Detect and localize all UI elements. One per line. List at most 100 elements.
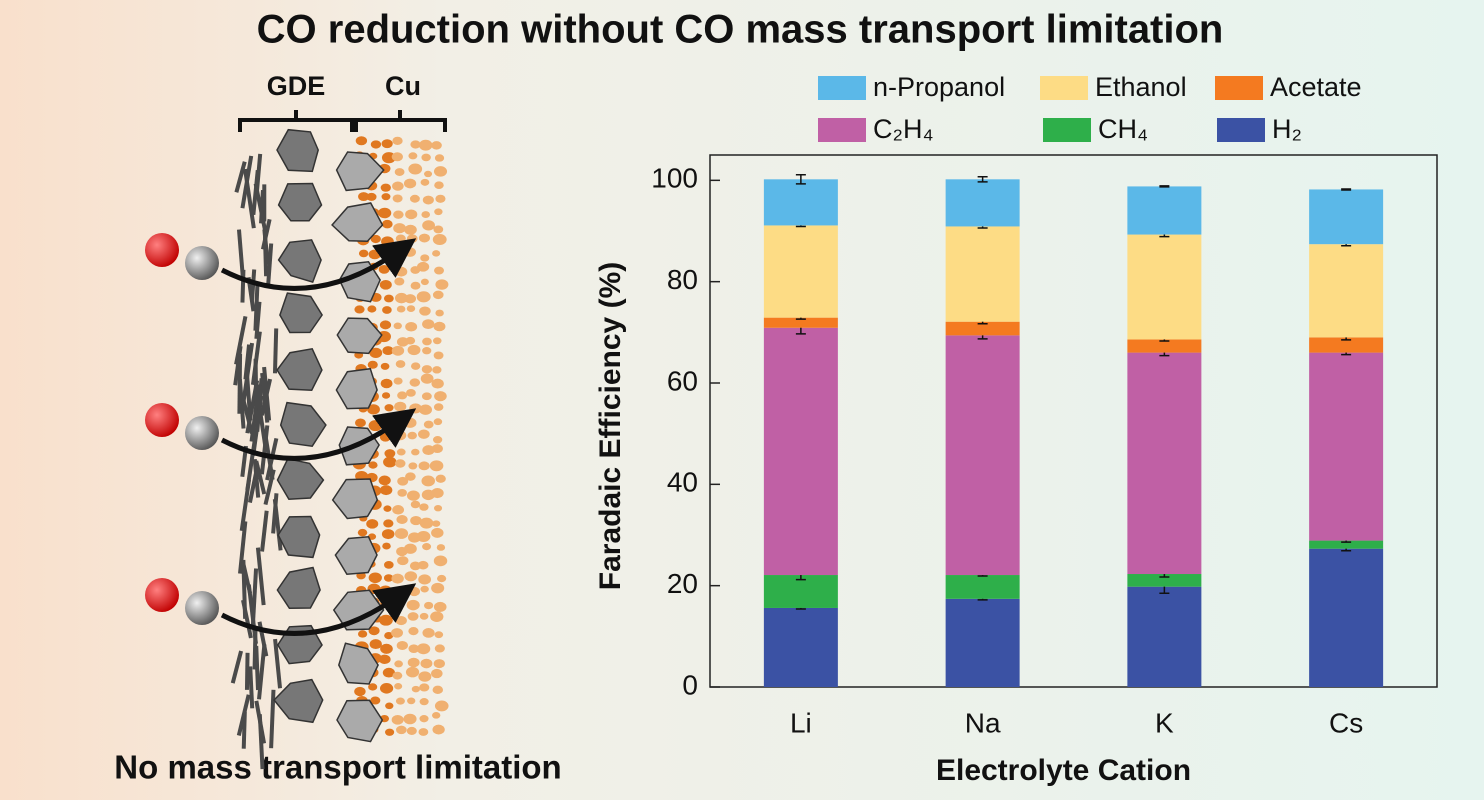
gde-particle (336, 699, 384, 743)
cu-particle (416, 643, 431, 655)
cu-particle (379, 683, 394, 694)
cu-particle (381, 529, 395, 540)
cu-particle (378, 585, 393, 597)
fiber (272, 328, 279, 374)
cu-particle (419, 683, 430, 692)
cu-particle (408, 644, 420, 653)
cu-particle (397, 476, 409, 486)
cu-particle (395, 234, 406, 243)
oxygen-atom (145, 233, 179, 267)
cu-particle (406, 490, 420, 501)
carbon-atom (185, 416, 219, 450)
gde-particle (334, 536, 378, 575)
cu-particle (433, 659, 445, 669)
cu-particle (421, 392, 432, 401)
cu-particle (378, 207, 392, 219)
fiber (236, 229, 246, 281)
cu-particle (433, 321, 446, 332)
gde-particle (279, 401, 327, 448)
cu-particle (354, 305, 365, 314)
legend-swatch (1215, 76, 1263, 100)
cu-particle (416, 530, 431, 542)
cu-particle (395, 459, 406, 468)
cu-particle (435, 309, 444, 317)
cu-particle (385, 702, 394, 710)
cu-particle (422, 319, 435, 330)
cu-particle (431, 378, 444, 389)
fiber (249, 384, 262, 442)
diffusion-arrow (220, 238, 417, 291)
cu-particle (406, 599, 420, 611)
cu-particle (392, 194, 403, 203)
y-tick-label: 100 (651, 163, 698, 194)
cu-particle (430, 611, 444, 622)
gde-particle (332, 589, 385, 631)
cu-particle (381, 236, 394, 247)
bar-segment (763, 607, 838, 687)
x-axis-label: Electrolyte Cation (936, 754, 1191, 787)
cu-particle (392, 505, 405, 515)
cu-particle (408, 586, 421, 597)
cu-particle (396, 305, 406, 313)
cu-particle (409, 378, 421, 387)
cu-particle (419, 503, 429, 511)
cu-particle (410, 500, 421, 509)
fiber (244, 652, 250, 690)
fiber (239, 479, 252, 532)
cu-particle (382, 306, 392, 314)
bar-segment (1127, 234, 1202, 340)
cu-particle (432, 520, 441, 527)
fiber (257, 714, 265, 770)
cu-particle (392, 181, 404, 191)
y-axis-label: Faradaic Efficiency (%) (594, 262, 627, 590)
fiber (265, 437, 279, 481)
cu-particle (407, 612, 419, 621)
bar-segment (763, 575, 838, 608)
cu-particle (424, 601, 434, 610)
cu-particle (429, 460, 444, 472)
bar-segment (763, 179, 838, 226)
cu-particle (395, 697, 405, 705)
cu-particle (384, 561, 394, 569)
cu-particle (405, 321, 418, 332)
fiber (253, 183, 268, 231)
cu-particle (407, 657, 420, 668)
cu-particle (423, 420, 434, 429)
cu-particle (394, 430, 407, 441)
cu-particle (396, 448, 406, 456)
gde-particle (276, 128, 319, 173)
cu-particle (397, 556, 409, 566)
cu-particle (408, 462, 418, 470)
gde-particle (337, 642, 379, 685)
cu-particle (397, 391, 408, 400)
plot-frame (709, 154, 1438, 688)
cu-particle (380, 362, 390, 370)
cu-particle (379, 279, 392, 290)
cu-particle (379, 320, 392, 330)
gde-particle (279, 292, 323, 334)
cu-particle (433, 403, 444, 411)
fiber (259, 425, 270, 475)
cu-particle (354, 686, 366, 697)
cu-particle (394, 528, 409, 539)
cu-particle (422, 347, 432, 355)
cu-particle (407, 344, 421, 356)
cu-particle (422, 195, 434, 205)
fiber (243, 344, 252, 380)
cu-particle (420, 278, 429, 286)
cu-particle (381, 193, 391, 201)
cu-particle (357, 630, 368, 638)
cu-particle (366, 192, 377, 201)
cu-particle (403, 178, 417, 189)
cu-particle (422, 220, 435, 231)
cu-particle (420, 254, 430, 262)
cu-particle (421, 475, 435, 487)
gde-particle (277, 515, 321, 559)
cu-particle (393, 377, 403, 385)
cu-particle (431, 141, 442, 150)
x-tick-label: Li (790, 707, 812, 738)
y-tick-label: 60 (667, 365, 698, 396)
cu-particle (434, 644, 445, 653)
fiber (237, 354, 243, 414)
cu-particle (416, 291, 431, 303)
